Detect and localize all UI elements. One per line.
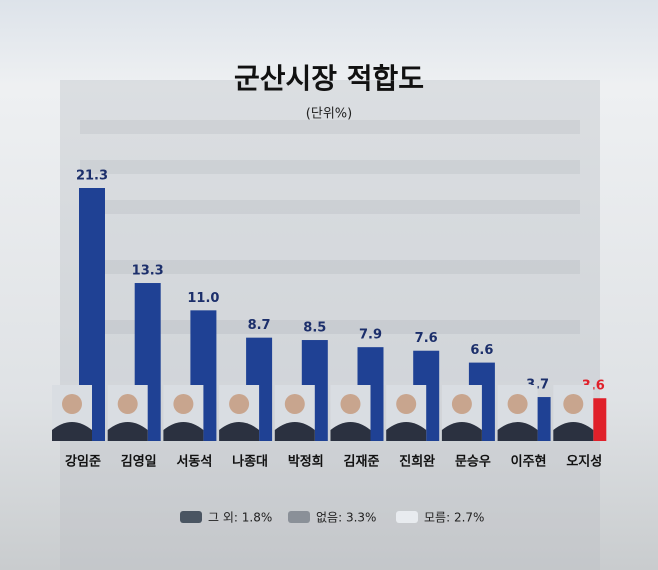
candidate-photo (274, 385, 315, 441)
value-label: 8.7 (248, 318, 271, 333)
chart-subtitle: (단위%) (306, 107, 352, 122)
candidate-photo (163, 385, 204, 441)
legend-label: 모름: 2.7% (424, 511, 484, 525)
x-tick-label: 강임준 (65, 454, 101, 470)
candidate-photo (107, 385, 148, 441)
x-tick-label: 김영일 (121, 455, 157, 470)
x-tick-label: 이주현 (511, 454, 547, 470)
x-tick-label: 문승우 (455, 455, 491, 470)
photo-head (507, 394, 528, 414)
photo-head (563, 394, 584, 414)
chart-title: 군산시장 적합도 (234, 62, 424, 95)
value-label: 13.3 (132, 264, 164, 279)
legend-swatch (396, 511, 418, 523)
photo-body (330, 422, 371, 441)
legend-swatch (180, 511, 202, 523)
candidate-photo (219, 385, 260, 441)
photo-head (173, 394, 194, 414)
photo-body (441, 422, 482, 441)
photo-body (386, 422, 427, 441)
legend-label: 없음: 3.3% (316, 511, 376, 525)
x-tick-label: 오지성 (566, 455, 602, 470)
legend-swatch (288, 511, 310, 523)
value-label: 6.6 (470, 343, 493, 358)
value-label: 11.0 (187, 291, 219, 306)
value-label: 8.5 (303, 321, 326, 336)
candidate-photo (553, 385, 594, 441)
photo-head (117, 394, 138, 414)
x-tick-label: 나종대 (232, 454, 268, 470)
photo-body (52, 422, 92, 441)
value-label: 7.6 (415, 331, 438, 346)
x-tick-label: 박정희 (288, 454, 324, 470)
candidate-photo (330, 385, 371, 441)
photo-head (396, 394, 417, 414)
photo-head (451, 394, 472, 414)
candidate-photo (386, 385, 427, 441)
value-label: 7.9 (359, 328, 382, 343)
candidate-photo (52, 385, 92, 441)
photo-head (284, 394, 305, 414)
photo-body (497, 422, 538, 441)
candidate-photo (497, 385, 538, 441)
x-tick-label: 서동석 (176, 455, 212, 470)
photo-body (107, 422, 148, 441)
photo-body (163, 422, 204, 441)
candidate-photo (441, 385, 482, 441)
photo-head (229, 394, 250, 414)
x-tick-label: 진희완 (399, 454, 435, 470)
photo-body (553, 422, 594, 441)
legend-label: 그 외: 1.8% (208, 511, 272, 525)
photo-body (274, 422, 315, 441)
photo-head (62, 394, 82, 414)
photo-body (219, 422, 260, 441)
photo-head (340, 394, 361, 414)
x-tick-label: 김재준 (344, 455, 380, 470)
value-label: 21.3 (76, 169, 108, 184)
